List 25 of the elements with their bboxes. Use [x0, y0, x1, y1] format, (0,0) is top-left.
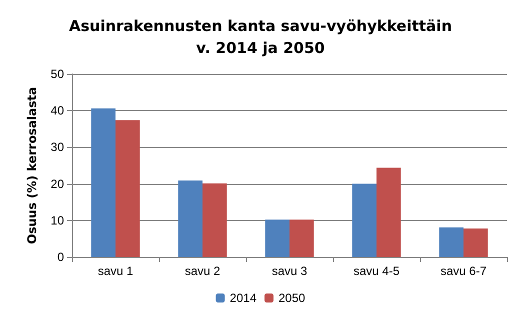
y-tick-label: 50 [50, 67, 64, 81]
x-tick-label: savu 3 [272, 264, 308, 278]
bar [91, 108, 116, 257]
bar [178, 180, 202, 257]
y-tick-label: 0 [57, 250, 64, 264]
y-tick-label: 10 [50, 213, 64, 228]
bar [290, 220, 314, 257]
x-tick-label: savu 1 [98, 264, 134, 278]
x-tick-label: savu 6-7 [440, 264, 487, 278]
bar [439, 227, 464, 257]
x-tick-label: savu 2 [184, 264, 220, 278]
legend-label: 2050 [278, 291, 306, 305]
bar [116, 120, 140, 257]
bar [376, 168, 401, 257]
y-axis-title: Osuus (%) kerrosalasta [25, 86, 39, 244]
y-tick-label: 40 [50, 104, 64, 118]
y-tick-label: 30 [50, 140, 64, 154]
chart-title: Asuinrakennusten kanta savu-vyöhykkeittäin v. 2014 ja 2050 [69, 17, 452, 57]
bar [464, 228, 488, 257]
y-tick-label: 20 [50, 176, 64, 191]
bar [265, 220, 290, 257]
bar [352, 184, 376, 257]
bar [202, 183, 227, 257]
x-tick-label: savu 4-5 [353, 264, 400, 278]
legend-label: 2014 [230, 291, 257, 305]
